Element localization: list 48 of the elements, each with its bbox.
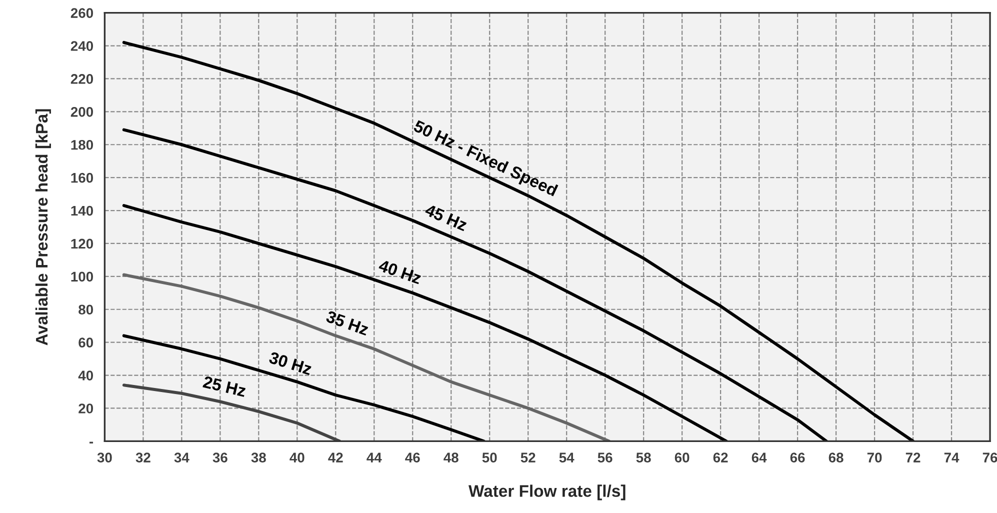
x-tick-label: 34 [174, 452, 190, 463]
line-series [122, 204, 728, 442]
x-tick-label: 50 [482, 452, 497, 462]
x-tick-label: 38 [251, 452, 266, 463]
text: 25 Hz [202, 376, 247, 397]
y-tick-label: 260 [70, 8, 94, 18]
text: 45 Hz [424, 204, 468, 232]
y-tick-label: 140 [71, 206, 94, 216]
x-tick-label: 52 [520, 452, 536, 462]
line-series [122, 334, 486, 442]
y-tick-label: 240 [70, 41, 94, 51]
y-tick-label: 60 [78, 338, 94, 348]
x-tick-label: 36 [212, 452, 228, 463]
x-tick-label: 60 [674, 452, 690, 462]
x-tick-label: 32 [136, 452, 150, 463]
x-tick-label: 70 [867, 452, 882, 462]
x-tick-label: 76 [982, 452, 997, 462]
text: 35 Hz [325, 310, 370, 336]
x-tick-label: 62 [713, 452, 728, 462]
x-tick-label: 40 [290, 452, 304, 462]
x-axis-title: Water Flow rate [l/s] [468, 484, 626, 500]
x-tick-label: 54 [559, 452, 574, 462]
x-tick-label: 56 [598, 452, 612, 462]
x-tick-label: 66 [790, 452, 805, 462]
text: 30 Hz [268, 351, 313, 376]
y-tick-label: 40 [78, 370, 94, 380]
x-tick-label: 42 [328, 452, 343, 462]
y-tick-label: 160 [71, 172, 94, 183]
x-tick-label: 58 [636, 452, 651, 462]
text: 40 Hz [378, 259, 422, 284]
y-tick-label: 120 [71, 238, 94, 249]
y-tick-label: 80 [78, 304, 94, 315]
x-tick-label: 48 [444, 452, 458, 462]
x-tick-label: 64 [752, 452, 767, 462]
y-tick-label: 180 [71, 140, 94, 150]
y-tick-label: - [89, 442, 94, 444]
x-tick-label: 44 [366, 452, 382, 462]
y-axis-title: Avaliable Pressure head [kPa] [35, 109, 51, 346]
y-tick-label: 20 [78, 404, 94, 414]
x-tick-label: 30 [97, 452, 112, 463]
x-tick-label: 46 [405, 452, 420, 462]
y-tick-label: 200 [70, 107, 94, 117]
x-tick-label: 74 [944, 452, 960, 462]
y-tick-label: 100 [71, 272, 94, 282]
y-tick-label: 220 [70, 74, 94, 84]
line-series [122, 40, 915, 442]
x-tick-label: 68 [828, 452, 844, 462]
x-tick-label: 72 [906, 452, 920, 462]
